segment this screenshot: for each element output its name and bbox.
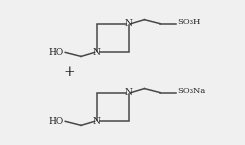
Text: HO: HO bbox=[49, 48, 64, 57]
Text: N: N bbox=[125, 19, 133, 28]
Text: SO₃Na: SO₃Na bbox=[177, 87, 206, 95]
Text: +: + bbox=[63, 66, 75, 79]
Text: HO: HO bbox=[49, 117, 64, 126]
Text: N: N bbox=[125, 88, 133, 97]
Text: SO₃H: SO₃H bbox=[177, 18, 201, 26]
Text: N: N bbox=[93, 48, 101, 57]
Text: N: N bbox=[93, 117, 101, 126]
